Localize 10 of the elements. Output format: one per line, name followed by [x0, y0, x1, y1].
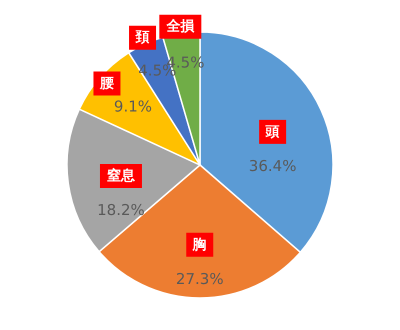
slice-label: 全損 — [165, 18, 194, 35]
data-label: 27.3% — [176, 270, 224, 288]
slice-label: 胸 — [192, 236, 207, 253]
data-label: 36.4% — [248, 156, 296, 175]
data-label: 18.2% — [97, 200, 145, 219]
slice-label: 窒息 — [106, 166, 136, 184]
data-label: 9.1% — [114, 97, 152, 116]
slice-label: 腰 — [98, 75, 114, 92]
slice-label: 頚 — [134, 30, 150, 46]
slice-label: 頭 — [264, 124, 280, 140]
